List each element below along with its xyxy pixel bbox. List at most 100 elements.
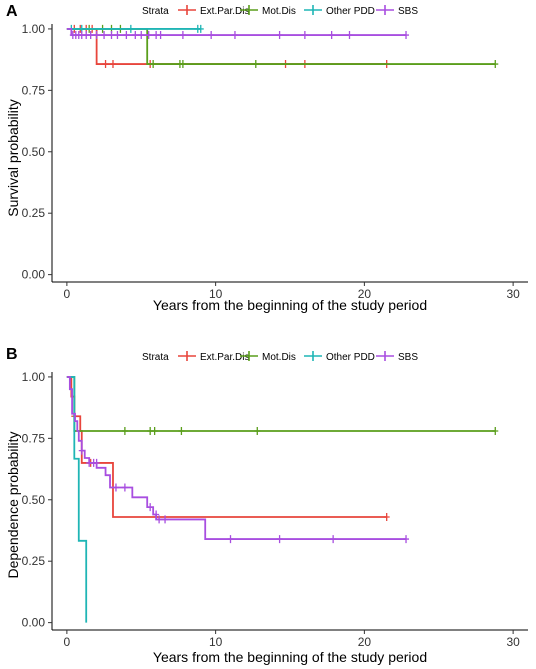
censor-mark xyxy=(179,31,186,40)
panel-a-x-axis-title: Years from the beginning of the study pe… xyxy=(153,297,427,313)
panel-b-label: B xyxy=(6,346,18,363)
y-tick-label: 0.75 xyxy=(22,83,46,97)
censor-mark xyxy=(254,426,261,435)
censor-mark xyxy=(383,512,390,521)
censor-mark xyxy=(330,535,337,544)
censor-mark xyxy=(112,483,119,492)
censor-mark xyxy=(127,24,134,33)
censor-mark xyxy=(123,31,130,40)
censor-mark xyxy=(157,31,164,40)
x-tick-label: 0 xyxy=(64,635,71,649)
censor-mark xyxy=(114,31,121,40)
censor-mark xyxy=(162,515,169,524)
panel-b-x-axis-title: Years from the beginning of the study pe… xyxy=(153,649,427,665)
censor-mark xyxy=(403,31,410,40)
y-tick-label: 1.00 xyxy=(22,22,46,36)
series-line-sbs xyxy=(66,376,407,540)
censor-mark xyxy=(102,60,109,69)
x-tick-label: 10 xyxy=(209,635,223,649)
legend-key xyxy=(178,351,196,361)
panel-b-legend-items: Ext.Par.Dis Mot.Dis Other PDD SBS xyxy=(178,351,418,363)
censor-mark xyxy=(121,483,128,492)
y-tick-label: 0.25 xyxy=(22,206,46,220)
legend-key xyxy=(376,351,394,361)
censor-mark xyxy=(197,24,204,33)
series-line-ext-par-dis xyxy=(66,376,387,518)
censor-mark xyxy=(346,31,353,40)
legend-label: Other PDD xyxy=(326,6,375,17)
legend-label: Mot.Dis xyxy=(262,6,296,17)
censor-mark xyxy=(93,31,100,40)
y-tick-label: 0.50 xyxy=(22,493,46,507)
legend-label: SBS xyxy=(398,352,418,363)
censor-mark xyxy=(328,31,335,40)
legend-key xyxy=(240,5,258,15)
censor-mark xyxy=(301,31,308,40)
panel-a-legend-items: Ext.Par.Dis Mot.Dis Other PDD SBS xyxy=(178,5,418,17)
censor-mark xyxy=(93,458,100,467)
censor-mark xyxy=(227,535,234,544)
censor-mark xyxy=(403,535,410,544)
series-line-other-pdd xyxy=(66,376,88,623)
y-tick-label: 0.75 xyxy=(22,431,46,445)
legend-key xyxy=(178,5,196,15)
censor-mark xyxy=(492,60,499,69)
x-tick-label: 30 xyxy=(506,635,520,649)
censor-mark xyxy=(145,31,152,40)
x-tick-label: 30 xyxy=(506,287,520,301)
panel-a-y-axis-title: Survival probability xyxy=(5,99,21,217)
y-tick-label: 0.50 xyxy=(22,145,46,159)
x-tick-label: 20 xyxy=(358,635,372,649)
legend-key xyxy=(304,5,322,15)
censor-mark xyxy=(151,426,158,435)
censor-mark xyxy=(101,31,108,40)
legend-key xyxy=(304,351,322,361)
x-tick-label: 0 xyxy=(64,287,71,301)
legend-key xyxy=(376,5,394,15)
panel-a: A Strata Ext.Par.Dis Mot.Dis Other PDD SBS … xyxy=(5,3,528,313)
panel-b: B Strata Ext.Par.Dis Mot.Dis Other PDD SBS … xyxy=(5,346,528,665)
legend-label: Ext.Par.Dis xyxy=(200,352,249,363)
legend-label: Mot.Dis xyxy=(262,352,296,363)
censor-mark xyxy=(252,60,259,69)
censor-mark xyxy=(276,535,283,544)
y-tick-label: 0.00 xyxy=(22,268,46,282)
censor-mark xyxy=(138,31,145,40)
panel-b-plot: 0.00 0.25 0.50 0.75 1.00 0 10 20 30 xyxy=(22,370,528,649)
censor-mark xyxy=(208,31,215,40)
x-tick-label: 10 xyxy=(209,287,223,301)
censor-mark xyxy=(150,60,157,69)
censor-mark xyxy=(231,31,238,40)
censor-mark xyxy=(178,426,185,435)
series-line-mot-dis xyxy=(66,376,496,432)
censor-mark xyxy=(108,31,115,40)
panel-b-legend-title: Strata xyxy=(142,352,169,363)
panel-b-y-axis-title: Dependence probability xyxy=(5,431,21,578)
panel-a-legend-title: Strata xyxy=(142,6,169,17)
legend-label: SBS xyxy=(398,6,418,17)
series-line-sbs xyxy=(66,28,407,36)
panel-a-plot: 0.00 0.25 0.50 0.75 1.00 0 10 20 30 xyxy=(22,22,528,301)
censor-mark xyxy=(492,426,499,435)
censor-mark xyxy=(156,515,163,524)
censor-mark xyxy=(153,510,160,519)
legend-key xyxy=(240,351,258,361)
x-tick-label: 20 xyxy=(358,287,372,301)
legend-label: Ext.Par.Dis xyxy=(200,6,249,17)
censor-mark xyxy=(109,60,116,69)
censor-mark xyxy=(276,31,283,40)
y-tick-label: 1.00 xyxy=(22,370,46,384)
censor-mark xyxy=(87,31,94,40)
censor-mark xyxy=(147,503,154,512)
y-tick-label: 0.25 xyxy=(22,554,46,568)
y-tick-label: 0.00 xyxy=(22,616,46,630)
censor-mark xyxy=(179,60,186,69)
panel-a-legend: Strata Ext.Par.Dis Mot.Dis Other PDD SBS xyxy=(142,5,418,17)
panel-a-label: A xyxy=(6,3,18,20)
censor-mark xyxy=(78,446,85,455)
censor-mark xyxy=(132,31,139,40)
censor-mark xyxy=(121,426,128,435)
legend-label: Other PDD xyxy=(326,352,375,363)
panel-b-legend: Strata Ext.Par.Dis Mot.Dis Other PDD SBS xyxy=(142,351,418,363)
